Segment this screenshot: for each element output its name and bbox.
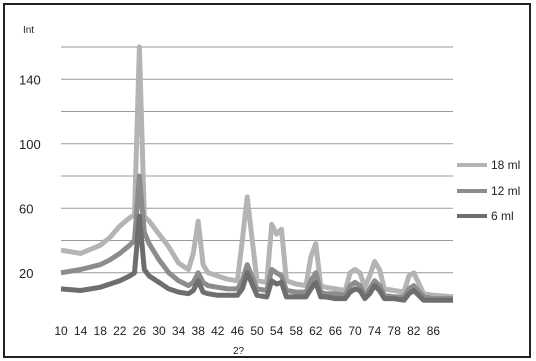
x-tick-label: 42 <box>211 324 225 338</box>
y-tick-label: 20 <box>19 266 33 281</box>
series-layer <box>60 44 454 303</box>
series-line-0 <box>60 44 454 300</box>
x-tick-label: 46 <box>231 324 245 338</box>
chart-frame: 20 60 100 140 10 14 18 22 26 30 34 38 42 46 50 54 58 62 6… <box>3 3 531 358</box>
x-tick-label: 62 <box>309 324 323 338</box>
legend-label: 12 ml <box>491 184 520 198</box>
y-axis-label: Int <box>23 25 34 36</box>
y-tick-labels: 20 60 100 140 <box>19 72 41 281</box>
y-tick-label: 140 <box>19 72 41 87</box>
x-tick-label: 54 <box>270 324 284 338</box>
x-tick-label: 26 <box>133 324 147 338</box>
legend: 18 ml 12 ml 6 ml <box>457 158 520 223</box>
x-tick-label: 50 <box>250 324 264 338</box>
x-axis-label: 2? <box>233 346 245 356</box>
y-tick-label: 60 <box>19 201 33 216</box>
x-tick-label: 14 <box>74 324 88 338</box>
x-tick-label: 38 <box>192 324 206 338</box>
x-tick-label: 70 <box>348 324 362 338</box>
x-tick-label: 78 <box>388 324 402 338</box>
legend-label: 18 ml <box>491 158 520 172</box>
x-tick-label: 18 <box>94 324 108 338</box>
x-tick-label: 74 <box>368 324 382 338</box>
series-line-1 <box>60 173 453 302</box>
chart-svg: 20 60 100 140 10 14 18 22 26 30 34 38 42 46 50 54 58 62 6… <box>19 25 520 357</box>
x-tick-label: 10 <box>54 324 68 338</box>
series-line-2 <box>60 213 453 303</box>
x-tick-label: 82 <box>407 324 421 338</box>
x-tick-label: 30 <box>152 324 166 338</box>
x-tick-label: 58 <box>290 324 304 338</box>
legend-label: 6 ml <box>491 209 514 223</box>
x-tick-label: 34 <box>172 324 186 338</box>
x-tick-label: 66 <box>329 324 343 338</box>
y-tick-label: 100 <box>19 137 41 152</box>
x-tick-label: 86 <box>427 324 441 338</box>
grid-lines <box>61 46 453 274</box>
x-tick-label: 22 <box>113 324 127 338</box>
x-tick-labels: 10 14 18 22 26 30 34 38 42 46 50 54 58 62 66 70 74 78 82 86 <box>54 324 440 338</box>
